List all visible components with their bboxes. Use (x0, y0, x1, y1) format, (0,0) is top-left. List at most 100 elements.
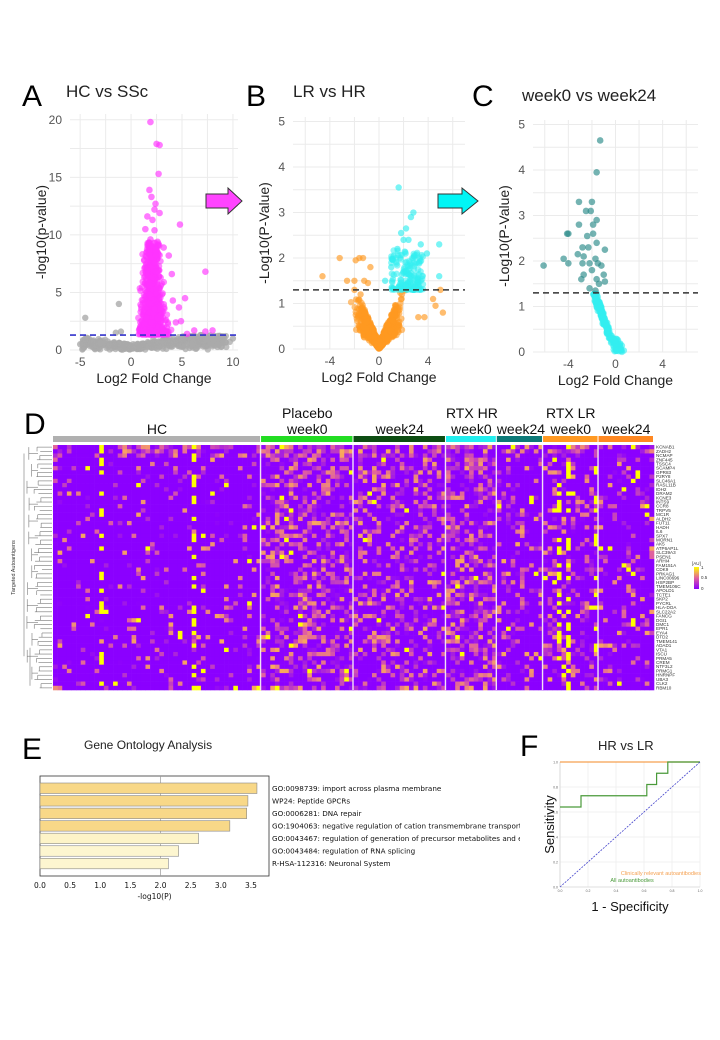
heatmap-cell (103, 478, 109, 484)
heatmap-cell (200, 474, 206, 480)
heatmap-cell (113, 529, 119, 535)
group-label-sub: week24 (496, 421, 546, 437)
heatmap-cell (126, 580, 132, 585)
heatmap-cell (99, 457, 105, 463)
heatmap-cell (163, 681, 169, 687)
heatmap-cell (150, 457, 156, 463)
heatmap-cell (126, 630, 132, 636)
heatmap-cell (131, 466, 137, 471)
heatmap-cell (122, 618, 128, 623)
heatmap-cell (71, 605, 77, 611)
data-point (143, 314, 150, 322)
heatmap-cell (150, 626, 156, 632)
heatmap-cell (140, 618, 146, 623)
heatmap-cell (150, 639, 156, 644)
heatmap-cell (182, 457, 188, 463)
heatmap-cell (94, 681, 100, 687)
heatmap-cell (76, 622, 82, 627)
heatmap-cell (182, 483, 188, 488)
heatmap-cell (53, 499, 58, 505)
heatmap-cell (113, 592, 119, 598)
heatmap-cell (99, 563, 105, 568)
heatmap-cell (99, 559, 105, 564)
heatmap-cell (131, 533, 137, 539)
heatmap-cell (182, 580, 188, 585)
heatmap-cell (53, 685, 58, 691)
heatmap-cell (159, 466, 165, 471)
heatmap-cell (182, 487, 188, 492)
heatmap-cell (53, 495, 58, 501)
heatmap-cell (66, 571, 72, 577)
heatmap-cell (140, 592, 146, 598)
heatmap-cell (117, 601, 123, 606)
heatmap-cell (117, 626, 123, 632)
heatmap-cell (182, 660, 188, 665)
data-point (601, 278, 609, 285)
data-point (587, 207, 595, 215)
heatmap-cell (140, 453, 146, 458)
heatmap-cell (140, 635, 146, 640)
heatmap-cell (168, 592, 174, 598)
heatmap-cell (150, 580, 156, 585)
panel-letter-b: B (246, 80, 267, 113)
heatmap-cell (66, 660, 72, 665)
heatmap-cell (145, 554, 151, 560)
heatmap-cell (113, 516, 119, 522)
heatmap-cell (200, 466, 206, 471)
heatmap-cell (173, 613, 179, 619)
heatmap-cell (191, 626, 197, 632)
heatmap-cell (66, 504, 72, 509)
heatmap-cell (71, 592, 77, 598)
heatmap-cell (85, 554, 91, 560)
heatmap-cell (66, 681, 72, 687)
data-point (160, 338, 168, 346)
heatmap-cell (53, 630, 58, 636)
data-point (142, 225, 149, 233)
heatmap-cell (94, 609, 100, 615)
data-point (156, 141, 163, 149)
heatmap-cell (136, 445, 142, 450)
heatmap-cell (187, 470, 192, 475)
heatmap-cell (173, 461, 179, 467)
heatmap-cell (85, 529, 91, 535)
heatmap-cell (168, 546, 174, 551)
heatmap-cell (168, 597, 174, 602)
heatmap-cell (89, 635, 95, 640)
heatmap-cell (62, 559, 68, 564)
data-point (138, 305, 145, 313)
heatmap-cell (76, 588, 82, 594)
heatmap-cell (159, 618, 165, 623)
heatmap-cell (62, 660, 68, 665)
data-point (364, 279, 372, 287)
heatmap-cell (140, 601, 146, 606)
heatmap-cell (103, 487, 109, 492)
heatmap-cell (62, 474, 68, 480)
data-point (395, 184, 402, 191)
heatmap-cell (57, 453, 63, 458)
heatmap-cell (103, 647, 109, 653)
heatmap-cell (159, 605, 165, 611)
data-point (138, 283, 146, 291)
heatmap-cell (122, 470, 128, 475)
heatmap-cell (108, 521, 114, 526)
heatmap-cell (108, 461, 114, 467)
heatmap-cell (191, 470, 197, 475)
heatmap-cell (103, 668, 109, 674)
heatmap-cell (76, 580, 82, 585)
heatmap-cell (126, 673, 132, 678)
heatmap-cell (177, 597, 183, 602)
group-label-sub: week0 (287, 421, 328, 437)
heatmap-cell (108, 673, 114, 678)
data-point (115, 300, 123, 308)
heatmap-cell (154, 495, 160, 501)
heatmap-cell (145, 504, 151, 509)
heatmap-cell (131, 605, 137, 611)
heatmap-cell (94, 499, 100, 505)
data-point (396, 318, 403, 326)
heatmap-cell (150, 453, 156, 458)
heatmap-cell (62, 588, 68, 594)
heatmap-cell (154, 504, 160, 509)
heatmap-cell (168, 622, 174, 627)
heatmap-cell (94, 474, 100, 480)
heatmap-cell (154, 533, 160, 539)
